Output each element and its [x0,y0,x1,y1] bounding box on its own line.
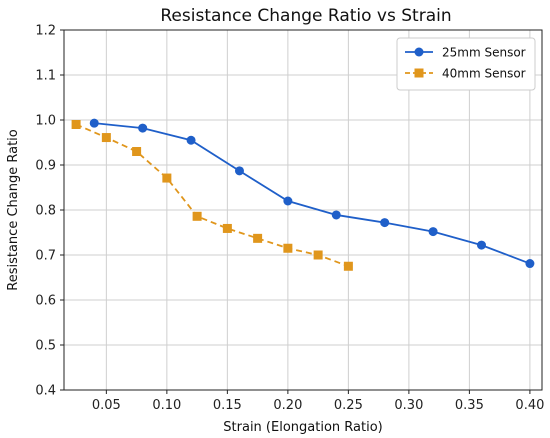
data-point [71,120,81,129]
x-tick-label: 0.25 [334,398,363,413]
data-point [138,123,148,133]
plot-series [71,118,535,271]
data-point [313,250,323,260]
data-point [162,173,172,183]
series-1 [89,118,535,269]
legend-label: 25mm Sensor [442,46,526,60]
legend-box [396,37,536,91]
chart-title: Resistance Change Ratio vs Strain [160,6,451,26]
y-tick-label: 0.8 [35,204,56,219]
data-point [192,211,202,221]
x-tick-label: 0.05 [92,398,121,413]
x-axis-label: Strain (Elongation Ratio) [223,420,382,435]
data-point [253,233,263,243]
x-tick-label: 0.40 [515,398,544,413]
y-tick-label: 1.1 [35,69,56,84]
x-tick-label: 0.20 [273,398,302,413]
y-tick-label: 0.7 [35,249,56,264]
axis-ticks: 0.05 0.10 0.15 0.20 0.25 0.30 0.35 0.40 0.4 0.5 0.… [35,24,544,414]
data-point [525,259,535,269]
x-tick-label: 0.35 [455,398,484,413]
data-point [222,223,232,233]
y-tick-label: 0.4 [35,384,56,399]
legend-label: 40mm Sensor [442,67,526,81]
legend-marker [414,68,424,78]
y-tick-label: 0.5 [35,339,56,354]
y-tick-label: 1.0 [35,114,56,129]
legend: 25mm Sensor 40mm Sensor [396,37,536,91]
data-point [380,218,390,228]
data-point [343,261,353,271]
data-point [132,147,142,156]
y-tick-label: 0.9 [35,159,56,174]
x-tick-label: 0.15 [213,398,242,413]
series-line [75,123,349,268]
data-point [283,196,293,206]
legend-marker [414,47,424,57]
x-tick-label: 0.10 [152,398,181,413]
x-tick-label: 0.30 [394,398,423,413]
series-line [94,122,531,265]
data-point [331,210,341,220]
y-axis-label: Resistance Change Ratio [6,129,21,291]
data-point [283,243,293,253]
data-point [186,135,196,145]
y-tick-label: 1.2 [35,24,56,39]
data-point [89,118,99,128]
data-point [476,240,486,250]
y-tick-label: 0.6 [35,294,56,309]
data-point [234,166,244,176]
series-2 [71,120,353,271]
data-point [101,133,111,143]
data-point [428,227,438,237]
